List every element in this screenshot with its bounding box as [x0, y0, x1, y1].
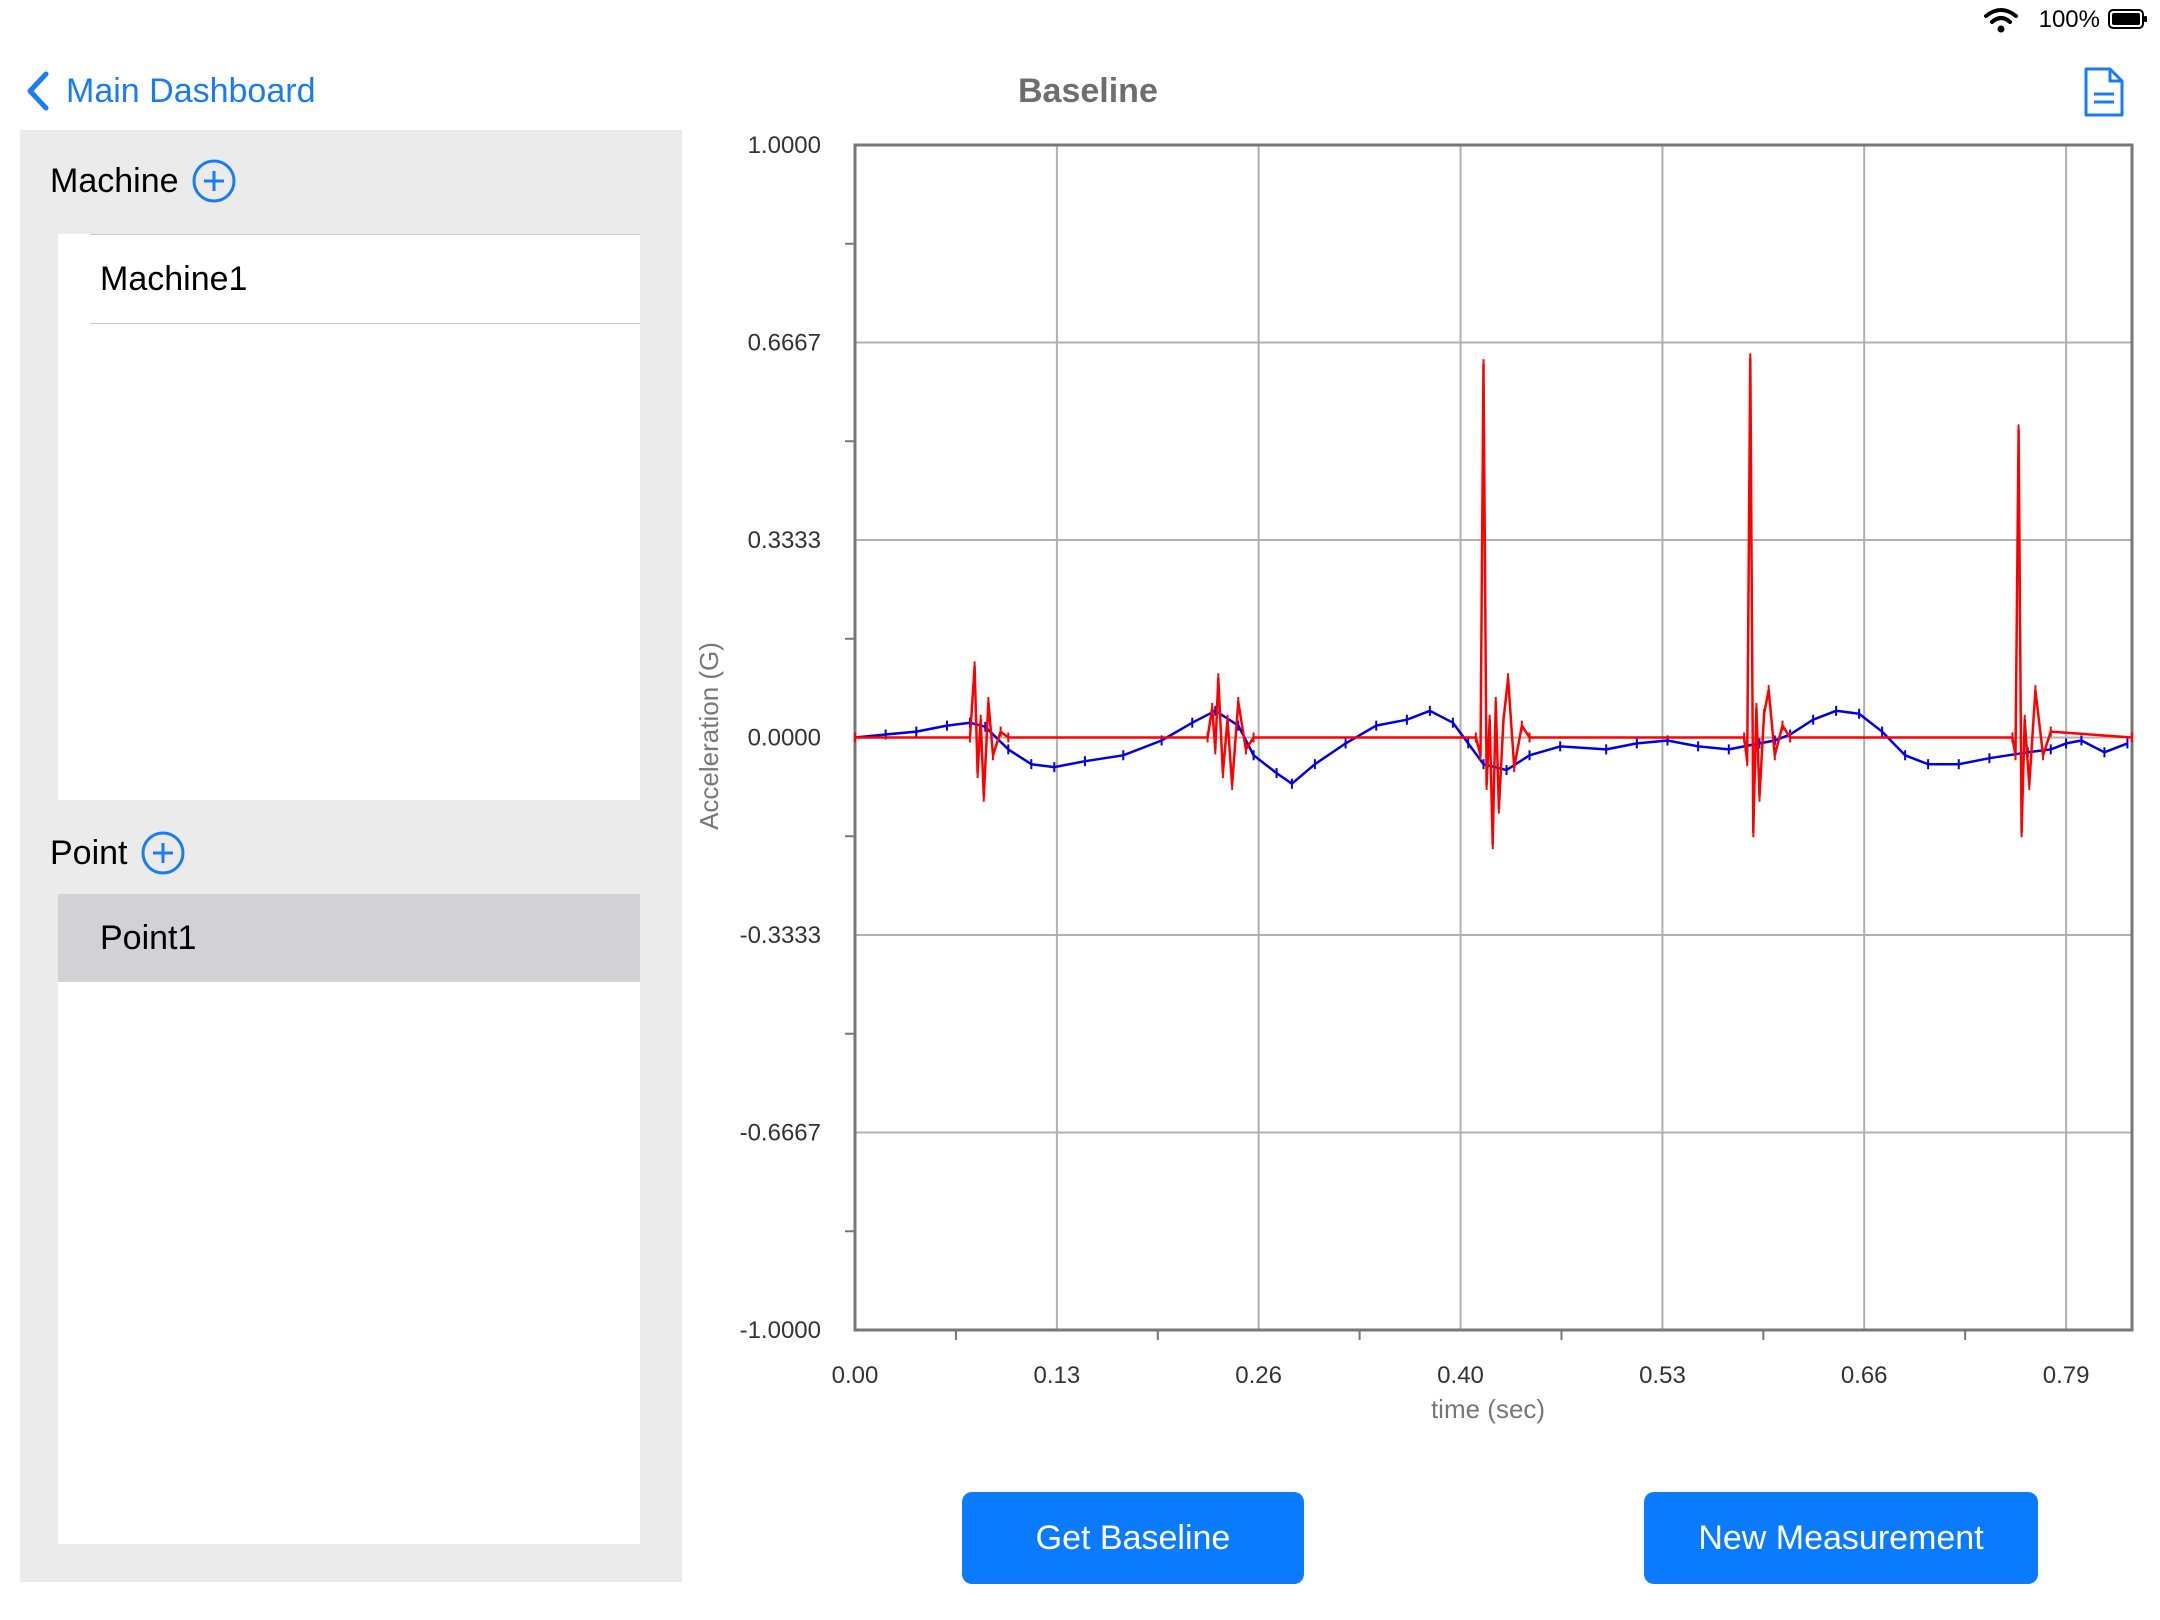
status-bar: 100%: [1560, 0, 2160, 40]
x-tick-label: 0.40: [1437, 1362, 1484, 1389]
add-machine-plus-circle-icon[interactable]: [191, 158, 237, 204]
document-icon[interactable]: [2082, 66, 2126, 118]
x-tick-label: 0.00: [832, 1362, 879, 1389]
x-tick-label: 0.79: [2043, 1362, 2090, 1389]
y-tick-label: 0.3333: [748, 527, 821, 554]
point-list-item[interactable]: Point1: [58, 894, 640, 982]
x-tick-label: 0.26: [1235, 1362, 1282, 1389]
y-axis-label: Acceleration (G): [694, 642, 724, 830]
chevron-left-icon: [27, 71, 49, 111]
machine-list: Machine1: [58, 234, 640, 800]
point-section-header: Point: [50, 830, 186, 876]
page-title: Baseline: [1018, 72, 1158, 110]
wifi-icon: [1984, 8, 2018, 33]
sidebar: Machine Machine1 Point Point1: [20, 130, 682, 1582]
acceleration-chart: Acceleration (G) time (sec) 1.0000 0.6667…: [694, 132, 2134, 1424]
back-button[interactable]: Main Dashboard: [24, 66, 315, 116]
y-tick-label: 1.0000: [748, 132, 821, 159]
y-tick-label: 0.0000: [748, 725, 821, 752]
add-point-plus-circle-icon[interactable]: [140, 830, 186, 876]
point-section-title: Point: [50, 833, 128, 872]
x-tick-label: 0.53: [1639, 1362, 1686, 1389]
divider: [90, 323, 640, 324]
divider: [90, 234, 640, 235]
battery-percent: 100%: [2038, 6, 2100, 33]
get-baseline-button[interactable]: Get Baseline: [962, 1492, 1304, 1584]
back-label: Main Dashboard: [66, 71, 316, 110]
machine-item-label: Machine1: [100, 259, 248, 298]
x-tick-label: 0.66: [1841, 1362, 1888, 1389]
x-tick-label: 0.13: [1034, 1362, 1081, 1389]
point-item-label: Point1: [100, 918, 197, 957]
new-measurement-button[interactable]: New Measurement: [1644, 1492, 2038, 1584]
series-line-1: [855, 357, 2133, 846]
x-axis-label: time (sec): [1431, 1394, 1545, 1424]
machine-section-title: Machine: [50, 161, 179, 200]
machine-list-item[interactable]: Machine1: [58, 235, 640, 323]
y-tick-label: -0.3333: [740, 922, 821, 949]
point-list: Point1: [58, 894, 640, 1544]
machine-section-header: Machine: [50, 158, 237, 204]
y-tick-label: -1.0000: [740, 1317, 821, 1344]
y-tick-label: -0.6667: [740, 1120, 821, 1147]
battery-icon: [2108, 9, 2147, 29]
y-tick-label: 0.6667: [748, 329, 821, 356]
